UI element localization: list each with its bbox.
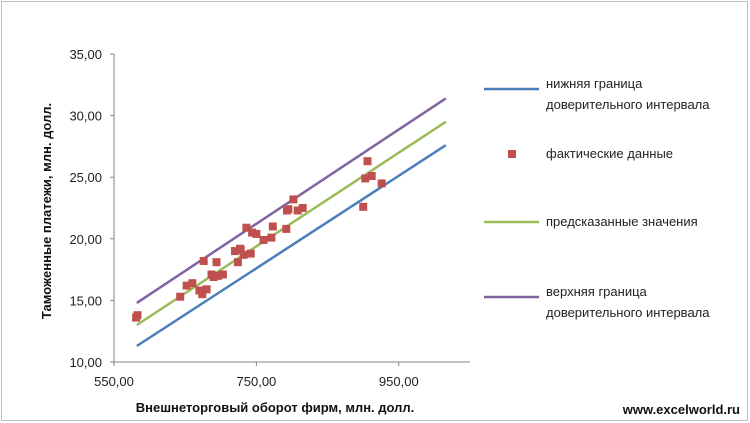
watermark: www.excelworld.ru	[622, 402, 740, 417]
data-point	[248, 228, 257, 237]
data-point	[214, 271, 222, 280]
data-point	[246, 249, 255, 258]
data-point	[202, 285, 211, 294]
data-point	[242, 223, 251, 232]
data-point	[267, 233, 276, 242]
legend-label: нижняя граница	[546, 76, 643, 91]
tick-labels: 10,00 15,00 20,00 25,00 30,00 35,00 550,00 750,…	[69, 47, 418, 389]
data-point	[298, 204, 307, 212]
y-tick-label: 15,00	[69, 293, 102, 308]
data-point	[282, 224, 291, 233]
legend-swatch	[508, 150, 516, 158]
data-point	[218, 270, 227, 279]
data-point	[182, 281, 191, 290]
data-point	[377, 179, 386, 188]
data-point	[198, 290, 207, 299]
series-line	[136, 144, 447, 348]
data-point	[233, 258, 242, 267]
data-point	[361, 174, 370, 183]
data-point	[293, 206, 302, 215]
data-point	[176, 292, 185, 301]
data-point	[133, 311, 142, 320]
axes	[110, 53, 470, 366]
x-tick-label: 950,00	[379, 374, 419, 389]
data-point	[284, 205, 293, 214]
legend-label: доверительного интервала	[546, 305, 710, 320]
legend-label: фактические данные	[546, 146, 673, 161]
data-point	[252, 229, 261, 238]
y-tick-label: 10,00	[69, 355, 102, 370]
y-tick-label: 35,00	[69, 47, 102, 62]
legend-label: доверительного интервала	[546, 97, 710, 112]
data-point	[236, 245, 245, 254]
scatter-points	[132, 157, 386, 322]
legend-label: верхняя граница	[546, 284, 648, 299]
x-axis-title: Внешнеторговый оборот фирм, млн. долл.	[136, 400, 415, 415]
data-point	[268, 222, 277, 231]
data-point	[367, 172, 376, 180]
data-point	[188, 279, 197, 288]
data-point	[359, 202, 368, 211]
y-tick-label: 25,00	[69, 170, 102, 185]
series-lines	[136, 97, 447, 348]
data-point	[231, 247, 239, 256]
legend: нижняя граница доверительного интервала фа…	[484, 76, 710, 320]
legend-label: предсказанные значения	[546, 214, 698, 229]
data-point	[239, 250, 248, 259]
y-tick-label: 20,00	[69, 232, 102, 247]
series-line	[136, 120, 447, 327]
data-point	[363, 157, 372, 166]
data-point	[199, 257, 208, 265]
data-point	[212, 258, 221, 267]
x-tick-label: 550,00	[94, 374, 134, 389]
x-tick-label: 750,00	[237, 374, 277, 389]
data-point	[209, 273, 218, 281]
data-point	[289, 195, 298, 204]
y-tick-label: 30,00	[69, 109, 102, 124]
data-point	[259, 236, 268, 244]
y-axis-title: Таможенные платежи, млн. долл.	[39, 103, 54, 319]
